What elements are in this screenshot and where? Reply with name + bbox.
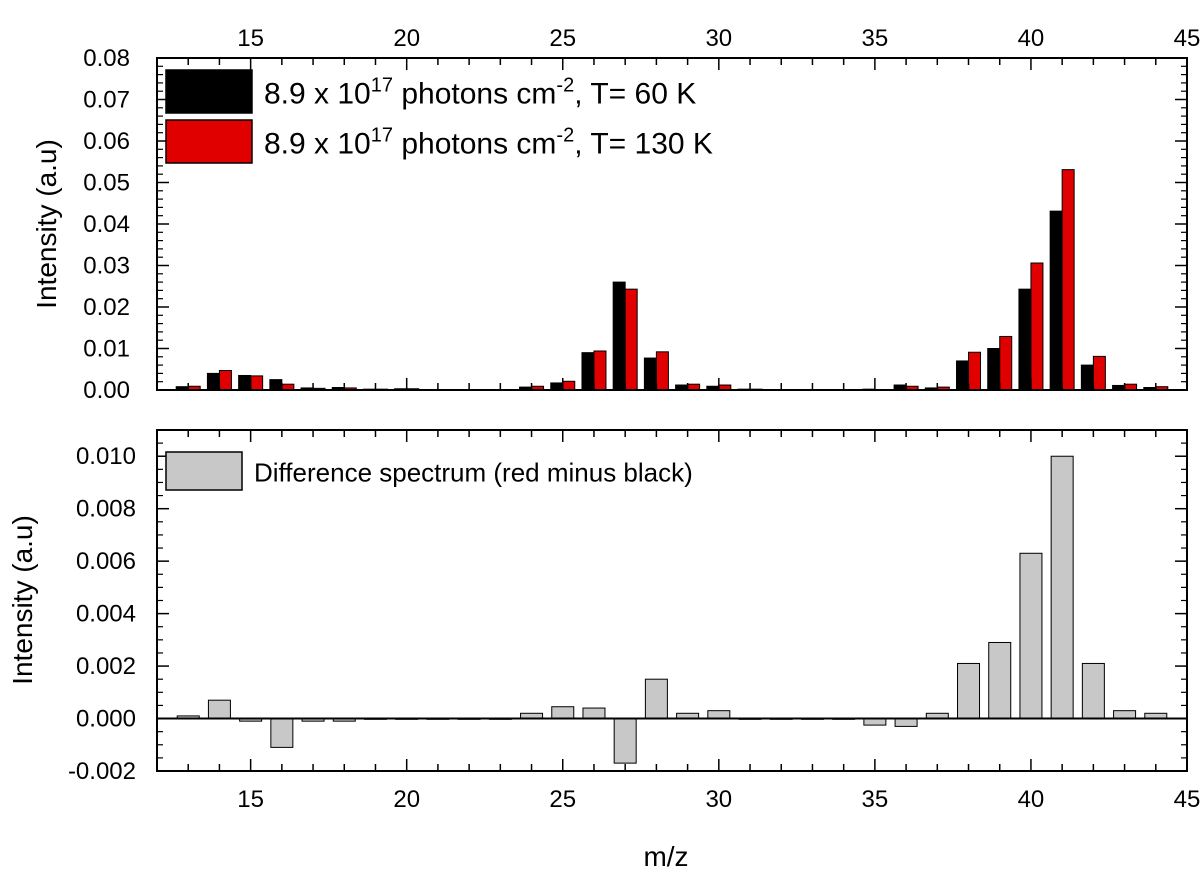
legend-text-part: photons cm	[393, 128, 556, 161]
legend-swatch	[165, 451, 243, 491]
x-tick-label: 25	[549, 786, 576, 813]
bar	[1049, 210, 1063, 391]
legend-text-part: photons cm	[393, 78, 556, 111]
y-tick-label: 0.010	[76, 443, 136, 470]
bar	[581, 352, 595, 391]
y-tick-label: 0.07	[83, 87, 130, 114]
bar	[593, 350, 607, 391]
legend-label: Difference spectrum (red minus black)	[254, 458, 693, 488]
y-tick-label: 0.05	[83, 170, 130, 197]
bar	[1018, 288, 1032, 391]
legend-superscript: 17	[371, 75, 393, 97]
bar	[551, 706, 575, 720]
bar	[624, 288, 638, 391]
legend-superscript: -2	[556, 125, 574, 147]
bar	[1019, 552, 1043, 720]
bar	[207, 699, 231, 720]
bar	[1113, 710, 1137, 720]
bar	[206, 372, 220, 391]
bar	[270, 718, 294, 748]
bar	[956, 360, 970, 391]
x-axis-title: m/z	[643, 841, 688, 872]
x-tick-label: 45	[1174, 786, 1200, 813]
bar	[643, 357, 657, 391]
legend-label: 8.9 x 1017 photons cm-2, T= 130 K	[264, 125, 713, 161]
legend-label: 8.9 x 1017 photons cm-2, T= 60 K	[264, 75, 696, 111]
y-tick-label: 0.008	[76, 496, 136, 523]
bar	[550, 382, 564, 391]
x-tick-label: 25	[549, 25, 576, 52]
y-tick-label: 0.002	[76, 653, 136, 680]
x-tick-label: 45	[1174, 25, 1200, 52]
x-tick-label: 30	[705, 786, 732, 813]
bar	[562, 380, 576, 391]
legend-text-part: , T= 130 K	[574, 128, 713, 161]
y-tick-label: 0.006	[76, 548, 136, 575]
y-tick-label: 0.06	[83, 128, 130, 155]
bar	[1061, 169, 1075, 391]
bar	[957, 662, 981, 720]
bar	[613, 718, 637, 764]
legend-superscript: 17	[371, 125, 393, 147]
bar	[1092, 355, 1106, 391]
x-tick-label: 40	[1018, 786, 1045, 813]
bar	[988, 641, 1012, 720]
chart-panel-top: 15 20 25 30 35 40 45 0.00 0.01 0.02 0.03 0.04 0.05 0.…	[31, 25, 1200, 404]
legend-text-part: , T= 60 K	[574, 78, 696, 111]
y-tick-label: 0.00	[83, 377, 130, 404]
bar	[1030, 262, 1044, 391]
legend-swatch	[165, 119, 253, 164]
x-tick-label: 15	[237, 786, 264, 813]
bar	[707, 710, 731, 720]
y-axis-title: Intensity (a.u)	[31, 139, 62, 309]
x-tick-label: 35	[862, 25, 889, 52]
y-tick-label: 0.08	[83, 45, 130, 72]
legend-text-part: 8.9 x 10	[264, 78, 371, 111]
bar	[1080, 364, 1094, 391]
bar	[1081, 662, 1105, 720]
bar	[894, 718, 918, 727]
x-tick-label: 35	[862, 786, 889, 813]
legend-text-part: Difference spectrum (red minus black)	[254, 458, 693, 488]
bar	[218, 370, 232, 391]
bar	[238, 374, 252, 391]
chart-panel-bottom: 15 20 25 30 35 40 45 -0.002 0.000 0.002 0.004 0.006…	[7, 429, 1200, 813]
bar	[644, 678, 668, 720]
y-tick-label: 0.04	[83, 211, 130, 238]
y-tick-label: 0.004	[76, 601, 136, 628]
x-tick-label: 40	[1018, 25, 1045, 52]
x-tick-label: 20	[393, 25, 420, 52]
y-tick-label: 0.02	[83, 294, 130, 321]
legend-superscript: -2	[556, 75, 574, 97]
bar	[999, 335, 1013, 391]
y-axis-title: Intensity (a.u)	[7, 515, 38, 685]
bar	[269, 379, 283, 391]
bar	[612, 281, 626, 391]
y-tick-label: 0.01	[83, 336, 130, 363]
x-tick-label: 15	[237, 25, 264, 52]
bar	[250, 375, 264, 391]
bar	[968, 351, 982, 391]
legend-swatch	[165, 69, 253, 114]
bar	[1050, 455, 1074, 720]
y-tick-label: 0.000	[76, 706, 136, 733]
bar	[655, 351, 669, 391]
y-tick-label: 0.03	[83, 253, 130, 280]
bar	[987, 348, 1001, 391]
legend-text-part: 8.9 x 10	[264, 128, 371, 161]
y-tick-label: -0.002	[68, 758, 136, 785]
x-tick-label: 30	[705, 25, 732, 52]
bar	[582, 707, 606, 720]
x-tick-label: 20	[393, 786, 420, 813]
